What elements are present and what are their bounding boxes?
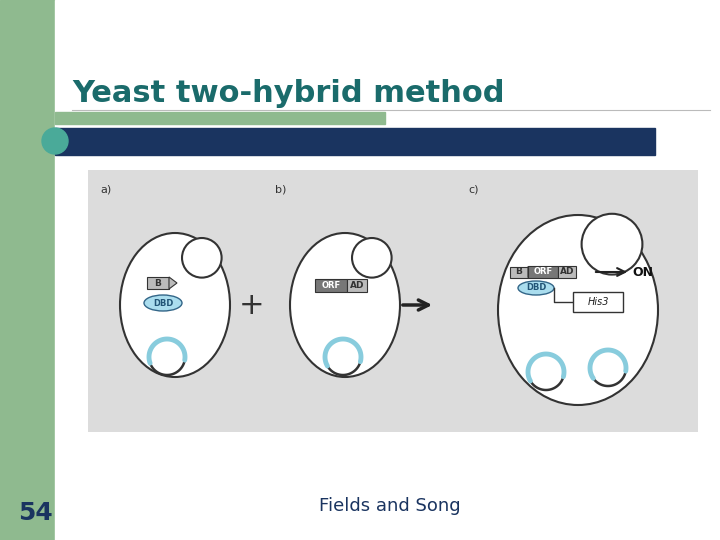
Text: B: B: [516, 267, 523, 276]
Ellipse shape: [120, 233, 230, 377]
Polygon shape: [169, 277, 177, 289]
Bar: [510, 267, 528, 278]
Bar: [55, 112, 385, 124]
Bar: [573, 292, 623, 312]
Text: 54: 54: [18, 501, 53, 525]
Bar: [55, 0, 185, 100]
Bar: [55, 128, 655, 155]
Text: AD: AD: [350, 280, 364, 289]
Circle shape: [582, 214, 642, 274]
Text: Fields and Song: Fields and Song: [319, 497, 461, 515]
Text: Yeast two-hybrid method: Yeast two-hybrid method: [72, 79, 505, 108]
Text: b): b): [275, 185, 287, 195]
Bar: [528, 266, 558, 278]
Bar: [147, 277, 169, 289]
Text: B: B: [155, 279, 161, 287]
Bar: [347, 279, 367, 292]
Text: DBD: DBD: [526, 284, 546, 293]
Text: ON: ON: [632, 266, 653, 279]
Text: DBD: DBD: [153, 299, 174, 307]
Text: +: +: [239, 291, 265, 320]
Bar: [558, 266, 576, 278]
Bar: [88, 170, 698, 432]
Ellipse shape: [518, 281, 554, 295]
Circle shape: [182, 238, 222, 278]
Text: c): c): [468, 185, 479, 195]
Text: ORF: ORF: [321, 280, 341, 289]
Text: a): a): [100, 185, 112, 195]
Polygon shape: [528, 267, 536, 278]
Text: His3: His3: [588, 297, 608, 307]
Bar: [0, 0, 55, 540]
Circle shape: [42, 128, 68, 154]
Ellipse shape: [498, 215, 658, 405]
Bar: [315, 279, 347, 292]
Text: ORF: ORF: [534, 267, 552, 276]
Circle shape: [352, 238, 392, 278]
Ellipse shape: [144, 295, 182, 311]
Text: AD: AD: [559, 267, 575, 276]
Ellipse shape: [290, 233, 400, 377]
